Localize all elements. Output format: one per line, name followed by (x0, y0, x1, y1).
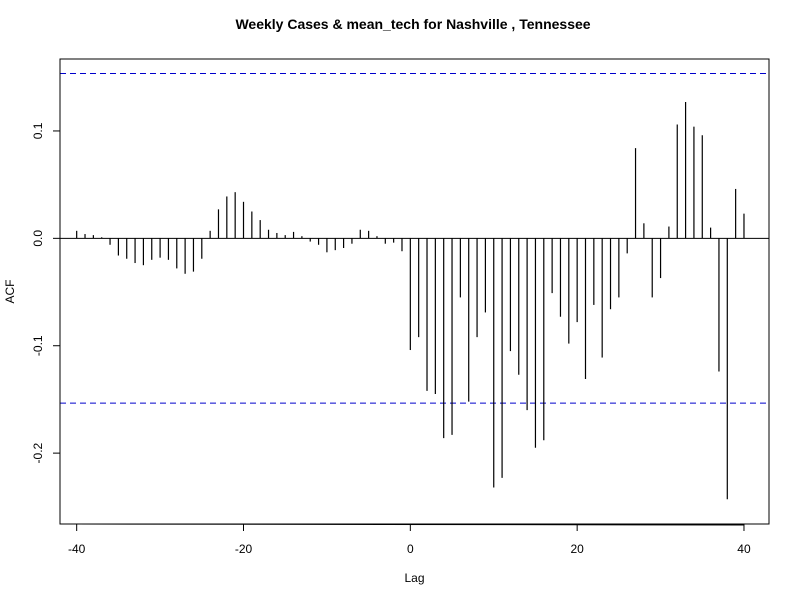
y-axis: -0.2 -0.1 0.0 0.1 (31, 122, 61, 463)
y-axis-label: ACF (3, 280, 17, 304)
x-tick-label: -20 (235, 542, 253, 556)
x-axis-label: Lag (404, 571, 424, 585)
x-axis: -40 -20 0 20 40 (68, 523, 751, 556)
y-tick-label: -0.2 (31, 442, 45, 463)
x-tick-label: 40 (737, 542, 751, 556)
y-tick-label: -0.1 (31, 335, 45, 356)
chart-title: Weekly Cases & mean_tech for Nashville ,… (235, 16, 591, 32)
x-tick-label: 0 (407, 542, 414, 556)
x-tick-label: -40 (68, 542, 86, 556)
y-tick-label: 0.1 (31, 122, 45, 139)
x-tick-label: 20 (570, 542, 584, 556)
y-tick-label: 0.0 (31, 230, 45, 247)
acf-bars (76, 101, 745, 500)
confidence-bounds (60, 72, 769, 404)
plot-frame (59, 58, 770, 525)
